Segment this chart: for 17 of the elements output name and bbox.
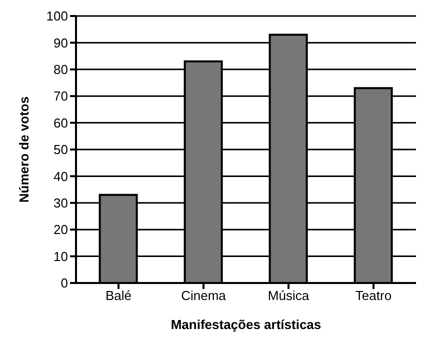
y-tick-label: 20 — [54, 222, 68, 238]
y-tick-label: 30 — [54, 196, 68, 211]
y-tick-label: 0 — [60, 276, 68, 291]
y-tick-label: 70 — [54, 88, 68, 104]
x-tick-label: Balé — [105, 288, 132, 304]
x-tick-label: Música — [268, 288, 310, 304]
y-tick-label: 80 — [54, 62, 68, 78]
y-tick-label: 90 — [54, 35, 68, 50]
y-axis-title: Número de votos — [16, 96, 32, 203]
y-tick-label: 50 — [54, 142, 68, 158]
x-axis-title: Manifestações artísticas — [170, 317, 322, 332]
x-tick-label: Teatro — [355, 288, 392, 304]
y-tick-label: 10 — [54, 248, 68, 264]
y-tick-label: 40 — [54, 168, 68, 184]
x-tick-label: Cinema — [181, 288, 227, 304]
y-tick-label: 60 — [54, 115, 68, 130]
y-tick-label: 100 — [46, 8, 68, 24]
